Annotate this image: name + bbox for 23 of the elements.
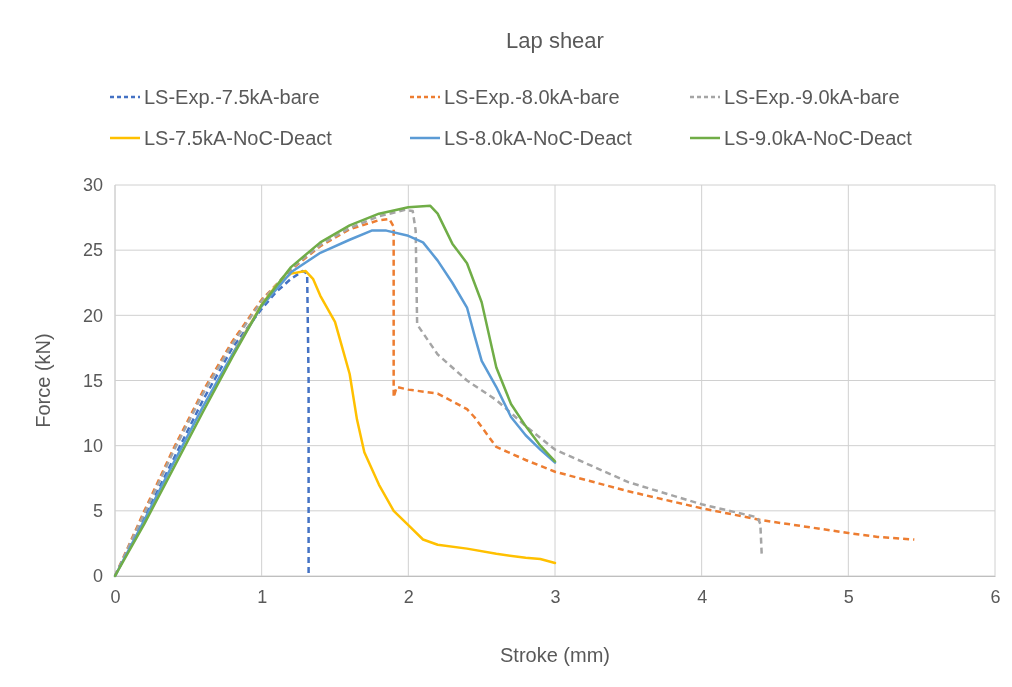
legend-label: LS-9.0kA-NoC-Deact (724, 127, 913, 149)
x-tick-label: 4 (697, 586, 708, 607)
x-tick-label: 2 (403, 586, 414, 607)
x-tick-label: 5 (843, 586, 854, 607)
y-tick-label: 25 (82, 240, 103, 261)
y-tick-label: 15 (82, 370, 103, 391)
y-tick-label: 0 (92, 566, 103, 587)
chart-title: Lap shear (506, 28, 604, 53)
legend-label: LS-Exp.-8.0kA-bare (444, 86, 620, 108)
x-axis-title: Stroke (mm) (500, 644, 610, 666)
y-tick-label: 30 (82, 175, 103, 196)
legend-label: LS-7.5kA-NoC-Deact (144, 127, 333, 149)
x-tick-label: 1 (257, 586, 268, 607)
legend-label: LS-Exp.-7.5kA-bare (144, 86, 320, 108)
x-tick-label: 3 (550, 586, 561, 607)
y-tick-label: 5 (92, 501, 103, 522)
x-tick-label: 0 (110, 586, 121, 607)
legend-label: LS-8.0kA-NoC-Deact (444, 127, 633, 149)
x-tick-label: 6 (990, 586, 1001, 607)
y-axis-title: Force (kN) (32, 333, 54, 428)
y-tick-label: 10 (82, 435, 103, 456)
legend-label: LS-Exp.-9.0kA-bare (724, 86, 900, 108)
y-tick-label: 20 (82, 305, 103, 326)
